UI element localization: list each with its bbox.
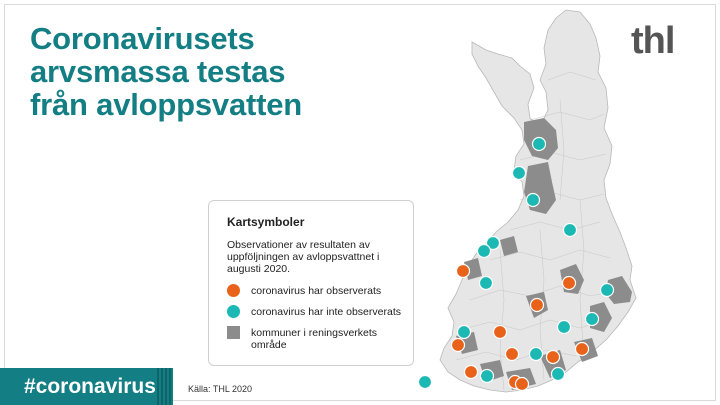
thl-logo: thl: [631, 20, 675, 62]
observed-point: [463, 364, 479, 380]
not-observed-point: [562, 222, 578, 238]
observed-point: [574, 341, 590, 357]
legend-label: coronavirus har observerats: [251, 285, 382, 297]
source-credit: Källa: THL 2020: [188, 384, 253, 394]
not-observed-point: [550, 366, 566, 382]
observed-point: [450, 337, 466, 353]
title-line-2: arvsmassa testas: [30, 54, 286, 89]
page-title: Coronavirusets arvsmassa testas från avl…: [30, 22, 350, 121]
not-observed-point: [456, 324, 472, 340]
legend-label: kommuner i reningsverkets område: [251, 327, 378, 351]
banner-pattern: [157, 368, 173, 405]
title-line-1: Coronavirusets: [30, 21, 255, 56]
not-observed-point: [476, 243, 492, 259]
treatment-area: [500, 236, 518, 256]
treatment-areas: [456, 118, 632, 390]
not-observed-point: [531, 136, 547, 152]
legend-title: Kartsymboler: [227, 215, 305, 229]
legend-description: Observationer av resultaten av uppföljni…: [227, 239, 380, 275]
legend-item-observed: coronavirus har observerats: [227, 284, 413, 297]
not-observed-point: [479, 368, 495, 384]
observed-point: [492, 324, 508, 340]
title-line-3: från avloppsvatten: [30, 87, 303, 122]
not-observed-point: [528, 346, 544, 362]
teal-circle-icon: [227, 305, 240, 318]
not-observed-points: [417, 136, 615, 390]
observed-point: [561, 275, 577, 291]
observed-point: [545, 349, 561, 365]
not-observed-point: [485, 235, 501, 251]
observed-point: [529, 297, 545, 313]
legend-box: Kartsymboler Observationer av resultaten…: [208, 200, 414, 366]
observed-point: [504, 346, 520, 362]
not-observed-point: [417, 374, 433, 390]
legend-label: coronavirus har inte observerats: [251, 306, 401, 318]
hashtag-text: #coronavirus: [24, 374, 156, 398]
not-observed-point: [556, 319, 572, 335]
not-observed-point: [478, 275, 494, 291]
not-observed-point: [525, 192, 541, 208]
not-observed-point: [511, 165, 527, 181]
not-observed-point: [599, 282, 615, 298]
gray-square-icon: [227, 326, 240, 339]
observed-point: [514, 376, 530, 392]
legend-item-not-observed: coronavirus har inte observerats: [227, 305, 413, 318]
not-observed-point: [584, 311, 600, 327]
treatment-area: [606, 276, 632, 304]
observed-point: [455, 263, 471, 279]
legend-item-treatment-area: kommuner i reningsverkets område: [227, 326, 413, 351]
observed-points: [450, 263, 590, 392]
orange-circle-icon: [227, 284, 240, 297]
hashtag-banner: #coronavirus: [0, 368, 173, 405]
